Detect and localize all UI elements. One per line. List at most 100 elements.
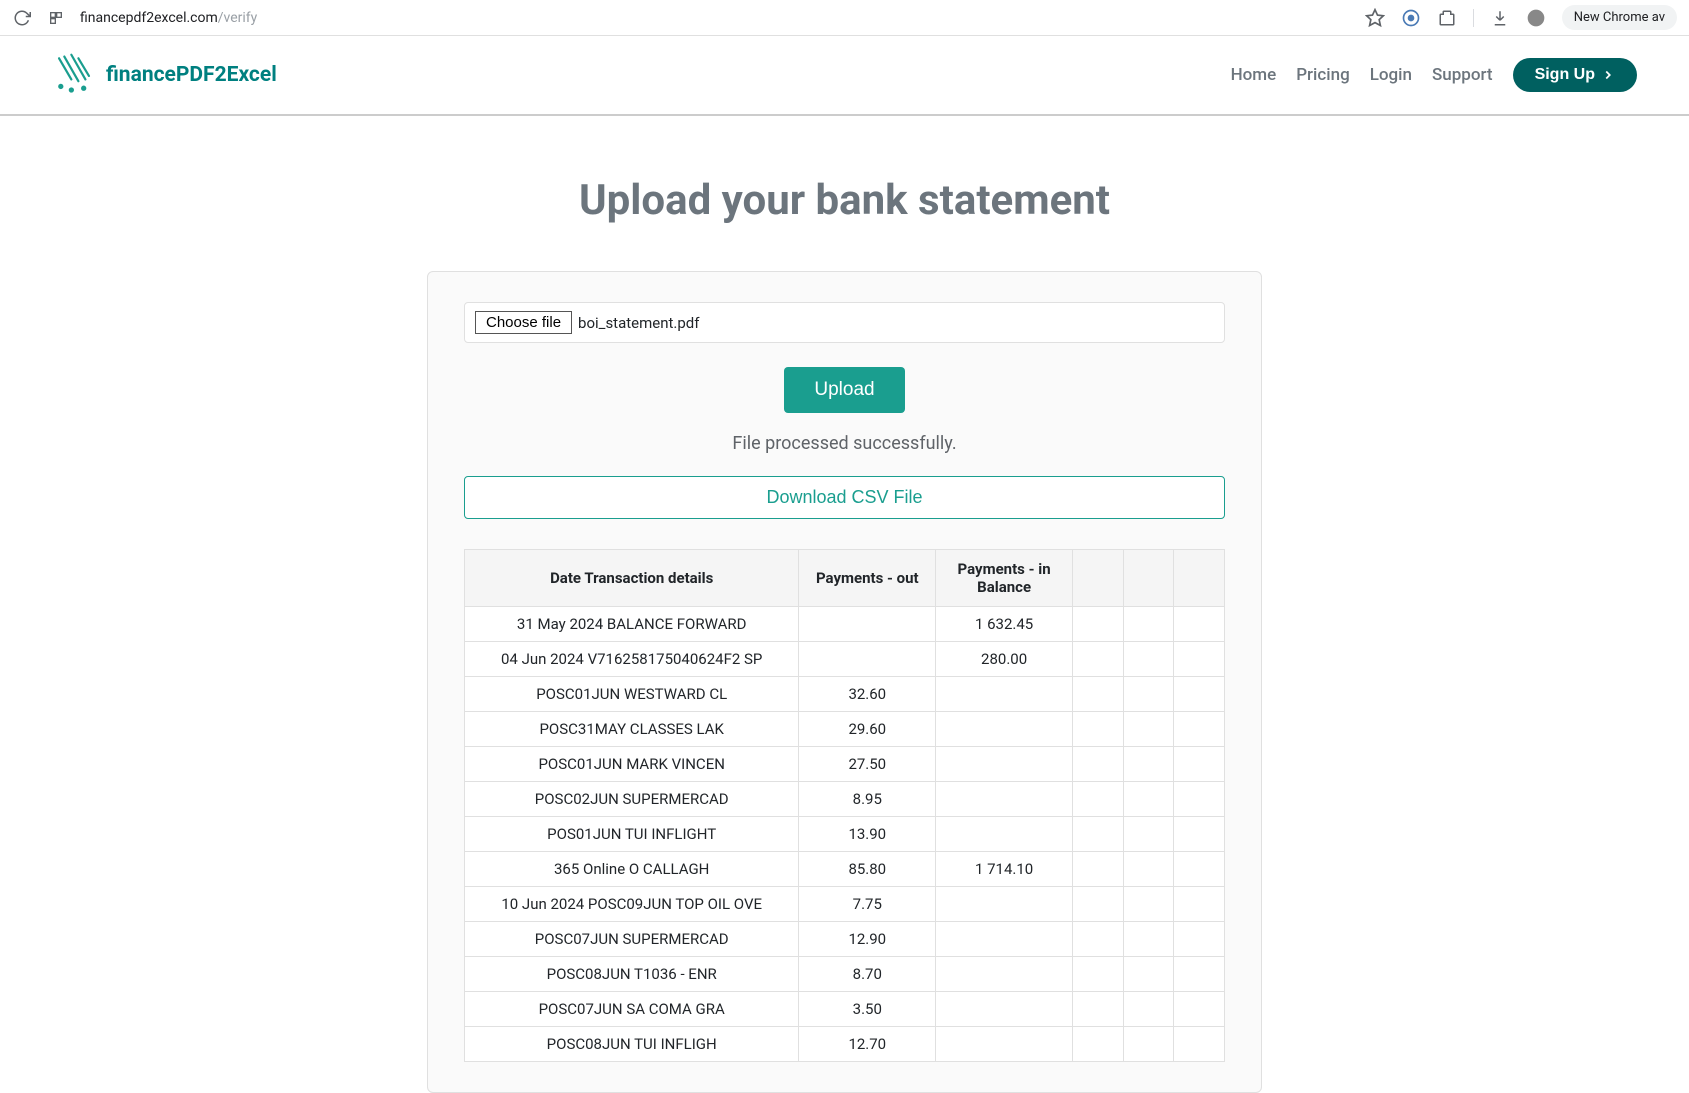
- extensions-icon[interactable]: [1437, 8, 1457, 28]
- profile-icon[interactable]: [1526, 8, 1546, 28]
- table-cell: 04 Jun 2024 V716258175040624F2 SP: [465, 642, 799, 677]
- table-cell: [1123, 992, 1174, 1027]
- nav-links: Home Pricing Login Support Sign Up: [1231, 58, 1637, 92]
- download-csv-button[interactable]: Download CSV File: [464, 476, 1225, 519]
- site-info-icon[interactable]: [46, 8, 66, 28]
- table-cell: [936, 782, 1073, 817]
- table-row: 31 May 2024 BALANCE FORWARD 1 632.45: [465, 607, 1225, 642]
- table-cell: [1174, 887, 1225, 922]
- nav-link-pricing[interactable]: Pricing: [1296, 65, 1350, 85]
- table-header: Payments - out: [799, 550, 936, 607]
- table-cell: [1072, 922, 1123, 957]
- table-cell: [1072, 747, 1123, 782]
- selected-file-name: boi_statement.pdf: [578, 314, 699, 332]
- table-cell: POSC02JUN SUPERMERCAD: [465, 782, 799, 817]
- table-cell: POSC07JUN SA COMA GRA: [465, 992, 799, 1027]
- table-cell: POSC01JUN WESTWARD CL: [465, 677, 799, 712]
- browser-chrome: financepdf2excel.com/verify New Chrome a…: [0, 0, 1689, 36]
- reload-icon[interactable]: [12, 8, 32, 28]
- table-cell: [1072, 712, 1123, 747]
- table-cell: POS01JUN TUI INFLIGHT: [465, 817, 799, 852]
- table-cell: [1123, 957, 1174, 992]
- table-cell: [936, 887, 1073, 922]
- url-path: /verify: [218, 10, 258, 26]
- table-cell: [1123, 852, 1174, 887]
- table-cell: 31 May 2024 BALANCE FORWARD: [465, 607, 799, 642]
- file-input-row: Choose file boi_statement.pdf: [464, 302, 1225, 343]
- table-header: [1072, 550, 1123, 607]
- table-header: Payments - in Balance: [936, 550, 1073, 607]
- table-cell: [1123, 782, 1174, 817]
- table-cell: 365 Online O CALLAGH: [465, 852, 799, 887]
- table-cell: 1 714.10: [936, 852, 1073, 887]
- brand-text: financePDF2Excel: [106, 63, 277, 87]
- table-cell: [1123, 607, 1174, 642]
- table-cell: [1174, 747, 1225, 782]
- table-cell: [1072, 852, 1123, 887]
- table-cell: [1174, 957, 1225, 992]
- table-cell: [1072, 817, 1123, 852]
- table-row: POSC02JUN SUPERMERCAD8.95: [465, 782, 1225, 817]
- table-row: POSC07JUN SA COMA GRA3.50: [465, 992, 1225, 1027]
- table-cell: [1123, 887, 1174, 922]
- table-row: POSC08JUN T1036 - ENR8.70: [465, 957, 1225, 992]
- table-cell: [1072, 677, 1123, 712]
- table-cell: [936, 817, 1073, 852]
- table-cell: 8.95: [799, 782, 936, 817]
- table-cell: 13.90: [799, 817, 936, 852]
- table-row: POSC08JUN TUI INFLIGH12.70: [465, 1027, 1225, 1062]
- table-row: POSC31MAY CLASSES LAK29.60: [465, 712, 1225, 747]
- url-bar[interactable]: financepdf2excel.com/verify: [80, 10, 1351, 26]
- table-cell: [1174, 782, 1225, 817]
- table-row: POSC01JUN MARK VINCEN27.50: [465, 747, 1225, 782]
- table-cell: [1072, 642, 1123, 677]
- upload-card: Choose file boi_statement.pdf Upload Fil…: [427, 271, 1262, 1093]
- star-icon[interactable]: [1365, 8, 1385, 28]
- choose-file-button[interactable]: Choose file: [475, 311, 572, 334]
- table-cell: [1072, 992, 1123, 1027]
- table-cell: 29.60: [799, 712, 936, 747]
- table-cell: 1 632.45: [936, 607, 1073, 642]
- chrome-divider: [1473, 9, 1474, 27]
- table-cell: [1072, 1027, 1123, 1062]
- table-cell: [1123, 817, 1174, 852]
- chrome-actions: New Chrome av: [1365, 5, 1677, 30]
- table-cell: [936, 712, 1073, 747]
- nav-link-support[interactable]: Support: [1432, 65, 1493, 85]
- table-cell: [936, 922, 1073, 957]
- brand[interactable]: financePDF2Excel: [52, 53, 277, 97]
- table-cell: 8.70: [799, 957, 936, 992]
- table-cell: [936, 747, 1073, 782]
- table-cell: 27.50: [799, 747, 936, 782]
- table-cell: [1174, 817, 1225, 852]
- nav-link-home[interactable]: Home: [1231, 65, 1277, 85]
- table-cell: 85.80: [799, 852, 936, 887]
- table-cell: [1174, 992, 1225, 1027]
- table-header: [1174, 550, 1225, 607]
- table-header: Date Transaction details: [465, 550, 799, 607]
- table-cell: [1072, 782, 1123, 817]
- table-cell: [1123, 712, 1174, 747]
- table-cell: POSC01JUN MARK VINCEN: [465, 747, 799, 782]
- chrome-availability[interactable]: New Chrome av: [1562, 5, 1677, 30]
- table-cell: [1072, 957, 1123, 992]
- table-cell: [1123, 642, 1174, 677]
- table-cell: [1123, 677, 1174, 712]
- download-icon[interactable]: [1490, 8, 1510, 28]
- table-cell: [1174, 922, 1225, 957]
- table-cell: 12.90: [799, 922, 936, 957]
- table-cell: [936, 1027, 1073, 1062]
- table-cell: [1174, 712, 1225, 747]
- upload-button[interactable]: Upload: [784, 367, 904, 413]
- table-cell: POSC31MAY CLASSES LAK: [465, 712, 799, 747]
- table-cell: 32.60: [799, 677, 936, 712]
- table-cell: [1174, 1027, 1225, 1062]
- table-row: 10 Jun 2024 POSC09JUN TOP OIL OVE7.75: [465, 887, 1225, 922]
- signup-button[interactable]: Sign Up: [1513, 58, 1637, 92]
- privacy-icon[interactable]: [1401, 8, 1421, 28]
- nav-link-login[interactable]: Login: [1370, 65, 1412, 85]
- chevron-right-icon: [1601, 68, 1615, 82]
- table-cell: [1123, 1027, 1174, 1062]
- signup-label: Sign Up: [1535, 66, 1595, 84]
- table-cell: [936, 957, 1073, 992]
